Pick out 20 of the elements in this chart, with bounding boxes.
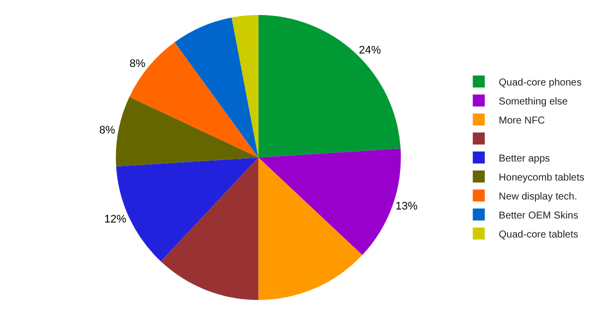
pie-slice (116, 96, 258, 166)
legend-label: Quad-core tablets (498, 229, 578, 240)
data-label: 13% (395, 200, 418, 212)
legend-label: Quad-core phones (498, 77, 582, 88)
legend-label: Something else (498, 96, 568, 108)
legend-label: Better OEM Skins (498, 210, 578, 222)
pie-slice (258, 158, 362, 300)
pie-slice (160, 158, 258, 300)
pie-slice (232, 15, 258, 158)
data-label: 12% (104, 213, 126, 226)
data-label: 24% (358, 44, 382, 56)
legend-label: Honeycomb tablets (498, 172, 584, 184)
data-label: 8% (129, 58, 146, 70)
legend-label: More NFC (498, 115, 545, 126)
pie-slice (174, 18, 258, 158)
data-label: 8% (99, 124, 116, 137)
pie-slice (129, 42, 258, 158)
pie-slice (258, 15, 401, 158)
legend-label: New display tech. (498, 191, 578, 202)
legend-label: Better apps (498, 153, 550, 164)
